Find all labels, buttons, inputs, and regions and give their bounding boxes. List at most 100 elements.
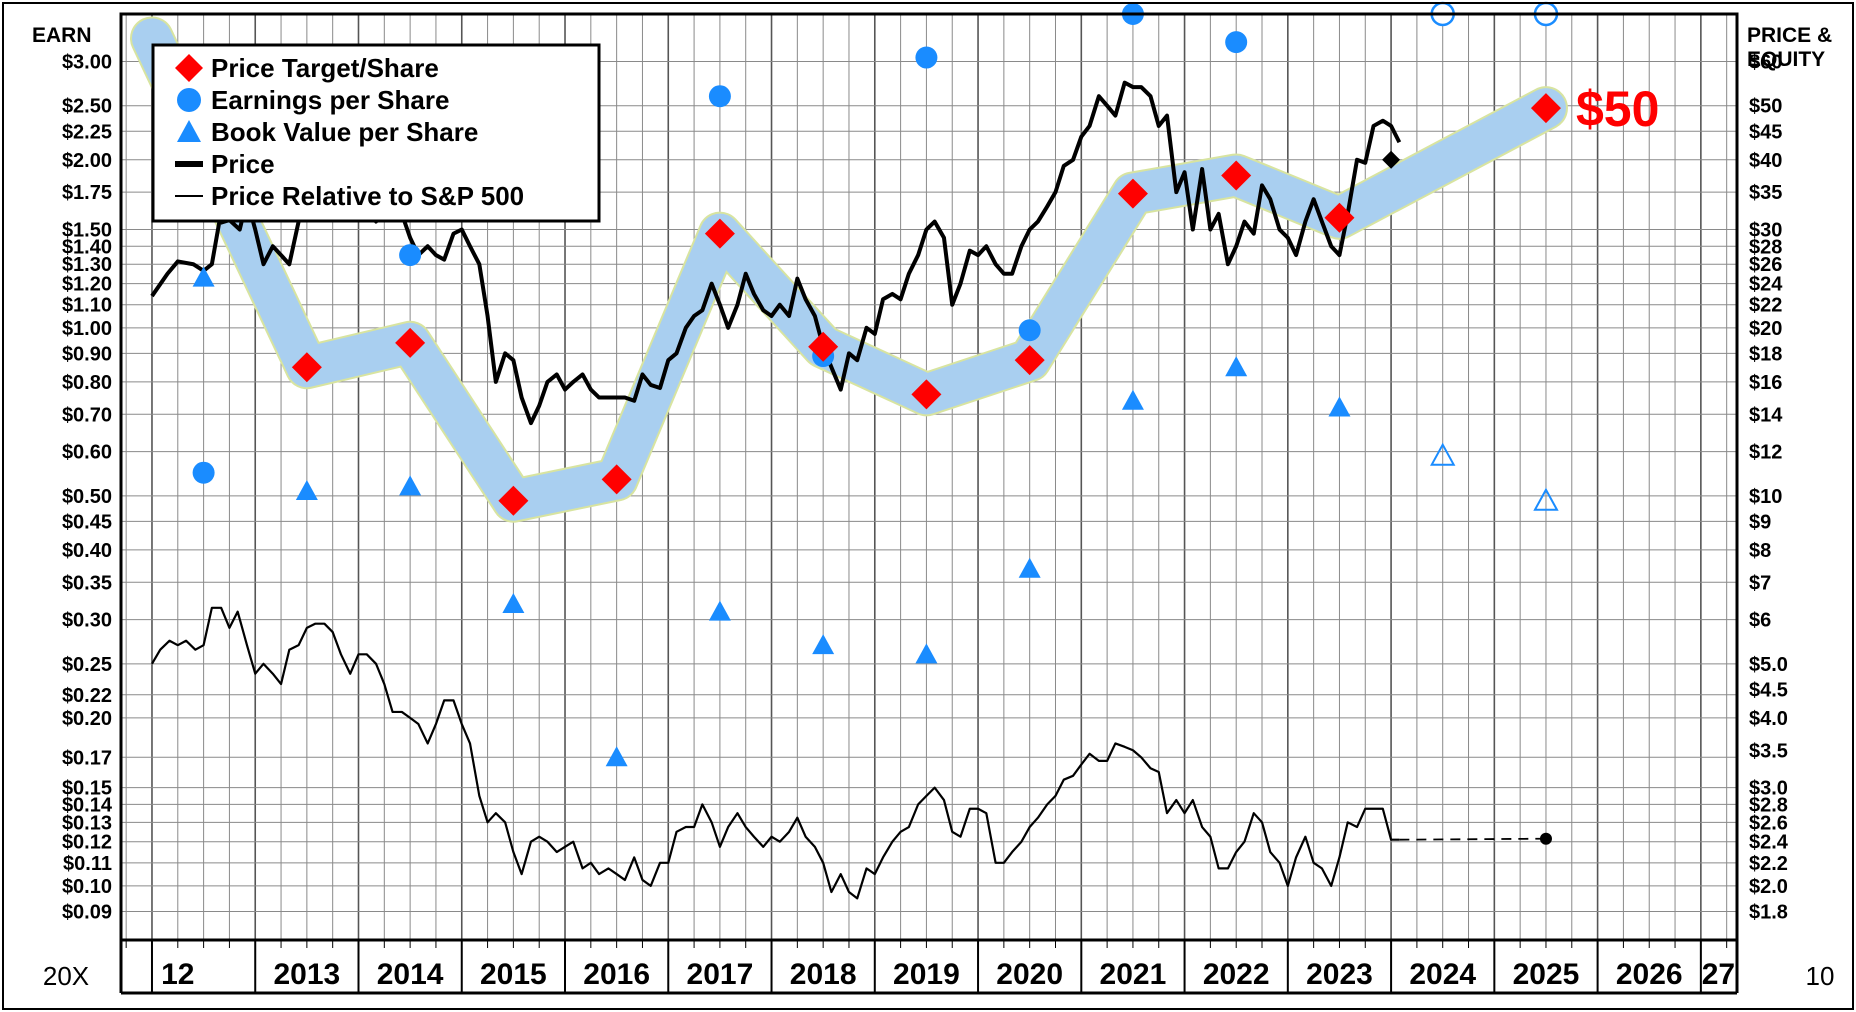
left-tick-label: $0.50 [62, 486, 112, 508]
right-tick-label: $18 [1749, 343, 1782, 365]
right-tick-label: $45 [1749, 121, 1782, 143]
book-value-point [295, 480, 318, 501]
left-tick-label: $1.10 [62, 295, 112, 317]
eps-point [399, 244, 422, 267]
left-tick-label: $1.50 [62, 220, 112, 242]
right-tick-label: $8 [1749, 540, 1771, 562]
x-tick-label: 2019 [893, 958, 960, 991]
left-tick-label: $0.80 [62, 372, 112, 394]
price-target-point [1324, 202, 1355, 233]
price-target-point [498, 485, 529, 516]
legend-label: Price Target/Share [211, 53, 439, 83]
eps-point [915, 46, 938, 69]
book-value-point [1533, 487, 1559, 511]
left-tick-label: $0.20 [62, 708, 112, 730]
left-tick-label: $0.10 [62, 876, 112, 898]
price-target-point [911, 379, 942, 410]
right-tick-label: $12 [1749, 442, 1782, 464]
legend-label: Price [211, 149, 275, 179]
left-tick-label: $1.30 [62, 254, 112, 276]
price-target-point [1530, 93, 1561, 124]
x-tick-label: 2017 [687, 958, 754, 991]
x-tick-label: 2013 [273, 958, 340, 991]
x-tick-label: 2024 [1409, 958, 1476, 991]
x-tick-label: 2016 [583, 958, 650, 991]
left-tick-label: $1.20 [62, 274, 112, 296]
book-value-point [399, 475, 422, 496]
right-tick-label: $16 [1749, 372, 1782, 394]
right-tick-label: $6 [1749, 610, 1771, 632]
book-value-point [708, 600, 731, 621]
eps-marker [708, 85, 731, 108]
right-tick-label: $3.0 [1749, 778, 1788, 800]
legend-label: Earnings per Share [211, 85, 449, 115]
right-tick-label: $14 [1749, 404, 1783, 426]
right-tick-label: $24 [1749, 274, 1783, 296]
x-tick-label: 2025 [1513, 958, 1580, 991]
eps-marker [1225, 31, 1248, 54]
eps-point [708, 85, 731, 108]
left-tick-label: $0.09 [62, 901, 112, 923]
left-tick-label: $2.00 [62, 150, 112, 172]
right-tick-label: $2.4 [1749, 832, 1789, 854]
book-value-point [605, 746, 628, 767]
price-target-point [601, 464, 632, 495]
price-target-point [1014, 345, 1045, 376]
left-tick-label: $2.50 [62, 96, 112, 118]
book-value-point [1225, 356, 1248, 377]
data-markers: $50 [192, 1, 1659, 767]
x-tick-label: 2020 [996, 958, 1063, 991]
x-tick-label: 2026 [1616, 958, 1683, 991]
left-tick-label: $0.22 [62, 685, 112, 707]
right-tick-label: $5.0 [1749, 654, 1788, 676]
legend-triangle-icon [177, 120, 201, 142]
x-tick-label: 2015 [480, 958, 547, 991]
right-tick-label: $10 [1749, 486, 1782, 508]
right-tick-label: $4.0 [1749, 708, 1788, 730]
eps-marker [192, 461, 215, 484]
left-tick-label: $0.11 [63, 853, 112, 875]
right-tick-label: $26 [1749, 254, 1782, 276]
relative-projection [1399, 837, 1546, 841]
x-tick-label: 2022 [1203, 958, 1270, 991]
corner-left-label: 20X [43, 961, 89, 991]
right-tick-label: $9 [1749, 511, 1771, 533]
right-tick-label: $30 [1749, 220, 1782, 242]
legend-box [151, 43, 601, 223]
price-target-point [291, 352, 322, 383]
relative-series [151, 606, 1400, 900]
relative-end-point [1539, 832, 1552, 845]
x-tick-label: 27 [1702, 958, 1735, 991]
right-tick-label: $2.2 [1749, 853, 1788, 875]
left-tick-label: $0.14 [62, 794, 113, 816]
eps-point [1018, 319, 1041, 342]
price-last-diamond [1382, 150, 1401, 169]
price-target-point [808, 331, 839, 362]
right-axis-title: EQUITY [1747, 48, 1825, 71]
left-tick-label: $0.45 [62, 511, 112, 533]
legend-circle-icon [177, 88, 201, 112]
left-tick-label: $1.75 [62, 182, 112, 204]
right-tick-label: $35 [1749, 182, 1782, 204]
right-tick-label: $4.5 [1749, 679, 1788, 701]
x-tick-label: 2014 [377, 958, 444, 991]
book-value-point [812, 634, 835, 655]
right-tick-label: $50 [1749, 96, 1782, 118]
right-tick-label: $22 [1749, 295, 1782, 317]
left-tick-label: $0.12 [62, 832, 112, 854]
right-tick-label: $3.5 [1749, 740, 1788, 762]
right-tick-label: $20 [1749, 318, 1782, 340]
right-tick-label: $2.6 [1749, 812, 1788, 834]
left-tick-label: $0.90 [62, 343, 112, 365]
plot-frame [119, 12, 1739, 942]
eps-marker [915, 46, 938, 69]
x-tick-label: 2023 [1306, 958, 1373, 991]
left-tick-label: $0.17 [62, 747, 112, 769]
left-tick-label: $1.00 [62, 318, 112, 340]
left-axis-title: EARN [32, 24, 92, 47]
eps-marker [399, 244, 422, 267]
book-value-point [915, 643, 938, 664]
book-value-point [1328, 396, 1351, 417]
